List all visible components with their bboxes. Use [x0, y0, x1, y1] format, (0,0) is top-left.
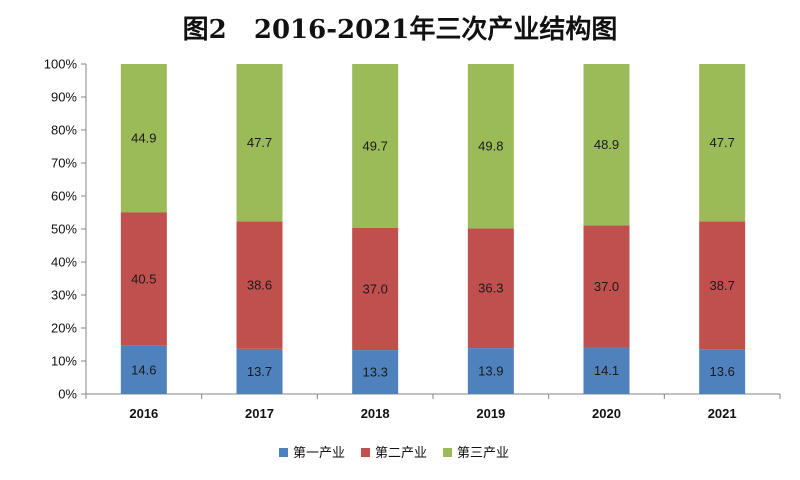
legend-label: 第二产业	[375, 446, 427, 461]
data-label: 13.7	[247, 364, 272, 379]
bar-segment	[467, 64, 514, 229]
data-label: 13.9	[478, 364, 503, 379]
legend-swatch	[443, 448, 452, 457]
bar-segment	[467, 228, 514, 349]
y-tick-label: 0%	[58, 387, 77, 402]
legend-swatch	[361, 448, 370, 457]
bar-segment	[236, 348, 283, 394]
data-label: 36.3	[478, 281, 503, 296]
bar-segment	[120, 64, 167, 213]
bar-segment	[120, 345, 167, 394]
bar-segment	[236, 221, 283, 349]
data-label: 47.7	[247, 135, 272, 150]
bar-segment	[699, 221, 746, 350]
y-tick-label: 80%	[51, 123, 77, 138]
x-tick-label: 2020	[592, 406, 621, 421]
bar-segment	[699, 64, 746, 222]
chart-title: 图2 2016-2021年三次产业结构图	[183, 14, 618, 45]
x-tick-label: 2016	[129, 406, 158, 421]
y-tick-label: 40%	[51, 255, 77, 270]
x-tick-label: 2017	[245, 406, 274, 421]
bar-segment	[352, 64, 399, 229]
data-label: 37.0	[594, 279, 619, 294]
y-tick-label: 50%	[51, 222, 77, 237]
data-label: 49.8	[478, 139, 503, 154]
legend: 第一产业 第二产业 第三产业	[279, 446, 509, 461]
data-label: 38.7	[710, 278, 735, 293]
data-label: 37.0	[363, 282, 388, 297]
data-label: 13.3	[363, 365, 388, 380]
data-label: 44.9	[131, 131, 156, 146]
bar-segment	[352, 350, 399, 394]
data-label: 48.9	[594, 137, 619, 152]
data-labels: 14.6 40.5 44.9 13.7 38.6 47.7 13.3 37.0 49.7 13.9…	[131, 131, 735, 380]
legend-label: 第三产业	[457, 446, 509, 461]
data-label: 47.7	[710, 135, 735, 150]
data-label: 38.6	[247, 278, 272, 293]
bar-segment	[352, 228, 399, 351]
bar-segment	[699, 349, 746, 394]
y-tick-label: 10%	[51, 354, 77, 369]
x-tick-label: 2021	[708, 406, 737, 421]
bars	[120, 64, 746, 394]
data-label: 14.1	[594, 363, 619, 378]
axes: 0% 10% 20% 30% 40% 50% 60% 70% 80% 90% 100% 2016 201…	[44, 57, 781, 421]
bar-segment	[467, 348, 514, 394]
y-tick-label: 20%	[51, 321, 77, 336]
y-tick-label: 30%	[51, 288, 77, 303]
bar-segment	[583, 64, 630, 226]
data-label: 13.6	[710, 364, 735, 379]
bar-segment	[236, 64, 283, 222]
bar-segment	[583, 347, 630, 394]
bar-segment	[583, 225, 630, 348]
data-label: 40.5	[131, 271, 156, 286]
x-tick-label: 2018	[361, 406, 390, 421]
y-tick-label: 70%	[51, 156, 77, 171]
legend-swatch	[279, 448, 288, 457]
data-label: 14.6	[131, 362, 156, 377]
y-tick-label: 60%	[51, 189, 77, 204]
legend-label: 第一产业	[293, 446, 345, 461]
x-tick-label: 2019	[476, 406, 505, 421]
bar-segment	[120, 212, 167, 346]
y-tick-label: 100%	[44, 57, 78, 72]
y-tick-label: 90%	[51, 90, 77, 105]
data-label: 49.7	[363, 139, 388, 154]
